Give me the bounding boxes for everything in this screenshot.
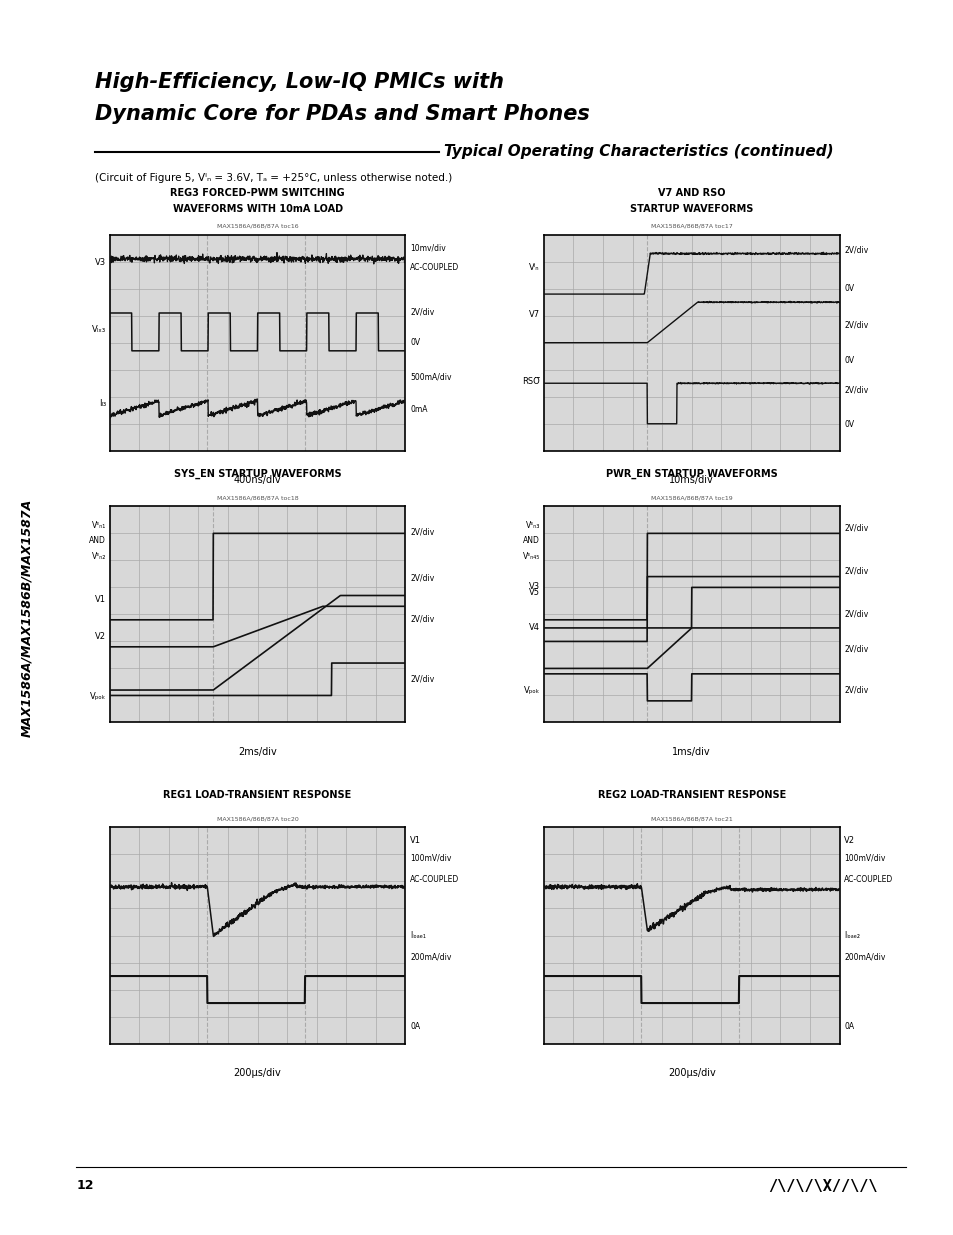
Text: V2: V2 bbox=[843, 836, 855, 845]
Text: 2V/div: 2V/div bbox=[410, 308, 434, 317]
Text: V1: V1 bbox=[94, 595, 106, 604]
Text: (Circuit of Figure 5, Vᴵₙ = 3.6V, Tₐ = +25°C, unless otherwise noted.): (Circuit of Figure 5, Vᴵₙ = 3.6V, Tₐ = +… bbox=[95, 173, 452, 183]
Text: 200μs/div: 200μs/div bbox=[233, 1068, 281, 1078]
Text: Iₗₒₐₑ₁: Iₗₒₐₑ₁ bbox=[410, 931, 426, 940]
Text: MAX1586A/86B/87A toc18: MAX1586A/86B/87A toc18 bbox=[216, 495, 298, 500]
Text: Vᴱₙ₃: Vᴱₙ₃ bbox=[525, 521, 539, 530]
Text: 0V: 0V bbox=[843, 356, 854, 364]
Text: 200mA/div: 200mA/div bbox=[843, 952, 884, 962]
Text: Iₗₒₐₑ₂: Iₗₒₐₑ₂ bbox=[843, 931, 860, 940]
Text: AC-COUPLED: AC-COUPLED bbox=[410, 263, 459, 272]
Text: 1ms/div: 1ms/div bbox=[672, 747, 710, 757]
Text: 2V/div: 2V/div bbox=[843, 645, 867, 653]
Text: 12: 12 bbox=[76, 1179, 93, 1193]
Text: MAX1586A/86B/87A toc21: MAX1586A/86B/87A toc21 bbox=[650, 816, 732, 821]
Text: MAX1586A/86B/87A toc17: MAX1586A/86B/87A toc17 bbox=[650, 224, 732, 228]
Text: SYS_EN STARTUP WAVEFORMS: SYS_EN STARTUP WAVEFORMS bbox=[173, 469, 341, 479]
Text: V7 AND RSO: V7 AND RSO bbox=[658, 188, 724, 198]
Text: Vₗₓ₃: Vₗₓ₃ bbox=[91, 325, 106, 335]
Text: 2ms/div: 2ms/div bbox=[238, 747, 276, 757]
Text: 10ms/div: 10ms/div bbox=[669, 475, 713, 485]
Text: 0V: 0V bbox=[843, 420, 854, 430]
Text: 2V/div: 2V/div bbox=[410, 527, 434, 537]
Text: 2V/div: 2V/div bbox=[843, 321, 867, 330]
Text: REG1 LOAD-TRANSIENT RESPONSE: REG1 LOAD-TRANSIENT RESPONSE bbox=[163, 790, 352, 800]
Text: AC-COUPLED: AC-COUPLED bbox=[843, 874, 893, 884]
Text: WAVEFORMS WITH 10mA LOAD: WAVEFORMS WITH 10mA LOAD bbox=[172, 204, 342, 214]
Text: 2V/div: 2V/div bbox=[410, 614, 434, 624]
Text: PWR_EN STARTUP WAVEFORMS: PWR_EN STARTUP WAVEFORMS bbox=[605, 469, 777, 479]
Text: 100mV/div: 100mV/div bbox=[410, 853, 451, 862]
Text: 0V: 0V bbox=[410, 338, 420, 347]
Text: 2V/div: 2V/div bbox=[843, 610, 867, 619]
Text: AND: AND bbox=[89, 536, 106, 546]
Text: 500mA/div: 500mA/div bbox=[410, 373, 452, 382]
Text: V3: V3 bbox=[528, 582, 539, 590]
Text: 200mA/div: 200mA/div bbox=[410, 952, 451, 962]
Text: Iₗ₃: Iₗ₃ bbox=[99, 399, 106, 408]
Text: 2V/div: 2V/div bbox=[410, 674, 434, 684]
Text: 2V/div: 2V/div bbox=[843, 246, 867, 254]
Text: MAX1586A/86B/87A toc16: MAX1586A/86B/87A toc16 bbox=[216, 224, 298, 228]
Text: RSΟ̅: RSΟ̅ bbox=[521, 377, 539, 387]
Text: 2V/div: 2V/div bbox=[843, 385, 867, 395]
Text: V2: V2 bbox=[94, 631, 106, 641]
Text: STARTUP WAVEFORMS: STARTUP WAVEFORMS bbox=[629, 204, 753, 214]
Text: REG3 FORCED-PWM SWITCHING: REG3 FORCED-PWM SWITCHING bbox=[170, 188, 345, 198]
Text: Vᴱₙ₄₅: Vᴱₙ₄₅ bbox=[522, 552, 539, 561]
Text: 2V/div: 2V/div bbox=[843, 685, 867, 694]
Text: High-Efficiency, Low-IQ PMICs with: High-Efficiency, Low-IQ PMICs with bbox=[95, 72, 504, 91]
Text: Vᴱₙ₂: Vᴱₙ₂ bbox=[91, 552, 106, 561]
Text: MAX1586A/86B/87A toc20: MAX1586A/86B/87A toc20 bbox=[216, 816, 298, 821]
Text: Vᴱₙ₁: Vᴱₙ₁ bbox=[91, 521, 106, 530]
Text: 10mv/div: 10mv/div bbox=[410, 243, 445, 252]
Text: Vᴵₙ: Vᴵₙ bbox=[529, 263, 539, 272]
Text: 100mV/div: 100mV/div bbox=[843, 853, 884, 862]
Text: AND: AND bbox=[522, 536, 539, 546]
Text: V7: V7 bbox=[528, 310, 539, 319]
Text: 2V/div: 2V/div bbox=[843, 567, 867, 576]
Text: Dynamic Core for PDAs and Smart Phones: Dynamic Core for PDAs and Smart Phones bbox=[95, 104, 590, 124]
Text: 0A: 0A bbox=[843, 1021, 854, 1030]
Text: 2V/div: 2V/div bbox=[843, 524, 867, 532]
Text: /\/\/\X//\/\: /\/\/\X//\/\ bbox=[767, 1179, 877, 1194]
Text: Vₚₒₖ: Vₚₒₖ bbox=[90, 692, 106, 701]
Text: REG2 LOAD-TRANSIENT RESPONSE: REG2 LOAD-TRANSIENT RESPONSE bbox=[597, 790, 785, 800]
Text: 200μs/div: 200μs/div bbox=[667, 1068, 715, 1078]
Text: MAX1586A/86B/87A toc19: MAX1586A/86B/87A toc19 bbox=[650, 495, 732, 500]
Text: 2V/div: 2V/div bbox=[410, 573, 434, 582]
Text: AC-COUPLED: AC-COUPLED bbox=[410, 874, 459, 884]
Text: Typical Operating Characteristics (continued): Typical Operating Characteristics (conti… bbox=[443, 144, 832, 159]
Text: MAX1586A/MAX1586B/MAX1587A: MAX1586A/MAX1586B/MAX1587A bbox=[20, 499, 33, 736]
Text: 0V: 0V bbox=[843, 284, 854, 293]
Text: 0A: 0A bbox=[410, 1021, 420, 1030]
Text: V3: V3 bbox=[94, 258, 106, 267]
Text: V1: V1 bbox=[410, 836, 421, 845]
Text: 0mA: 0mA bbox=[410, 405, 427, 414]
Text: V5: V5 bbox=[528, 588, 539, 598]
Text: V4: V4 bbox=[528, 622, 539, 632]
Text: Vₚₒₖ: Vₚₒₖ bbox=[523, 685, 539, 694]
Text: 400ns/div: 400ns/div bbox=[233, 475, 281, 485]
